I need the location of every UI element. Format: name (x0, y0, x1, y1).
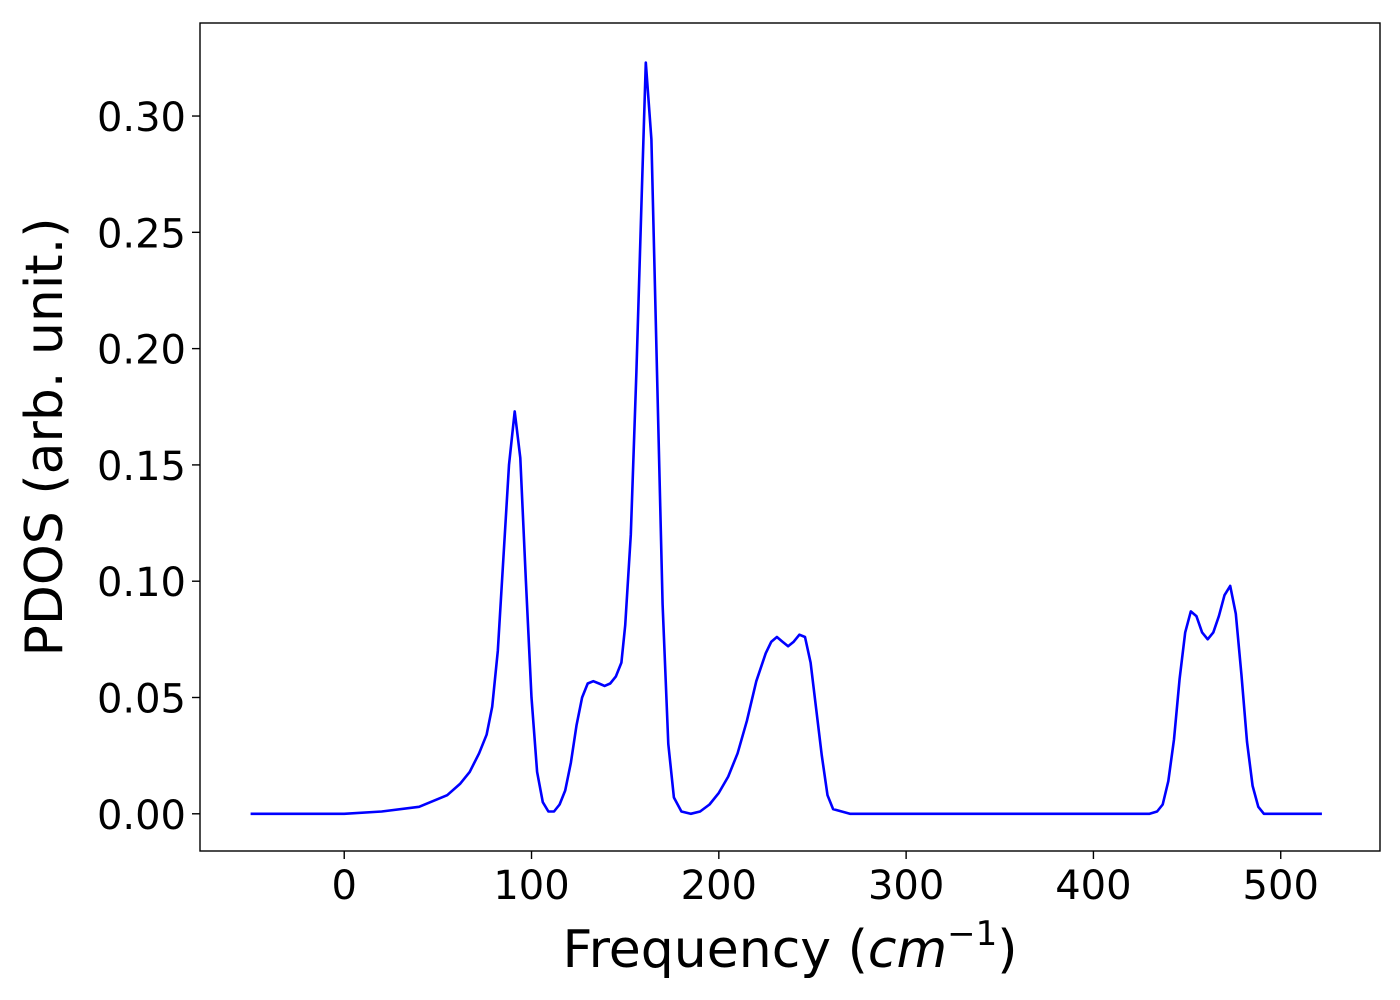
y-axis-label: PDOS (arb. unit.) (15, 217, 75, 656)
x-axis-label-exponent: −1 (947, 914, 997, 954)
plot-area-frame (199, 22, 1381, 852)
x-tick-label: 500 (1243, 863, 1319, 909)
x-tick-label: 300 (868, 863, 944, 909)
x-tick-label: 200 (681, 863, 757, 909)
x-axis-ticks: 0 100 200 300 400 500 (331, 851, 1319, 909)
y-tick-label: 0.30 (97, 95, 186, 141)
x-tick-label: 100 (493, 863, 569, 909)
y-tick-label: 0.25 (97, 211, 186, 257)
y-axis-ticks: 0.00 0.05 0.10 0.15 0.20 0.25 0.30 (97, 95, 200, 839)
series-group (250, 61, 1322, 816)
y-tick-label: 0.10 (97, 560, 186, 606)
x-axis-label-unit: cm (868, 920, 947, 980)
x-axis-label-close: ) (997, 920, 1017, 980)
y-tick-label: 0.00 (97, 793, 186, 839)
x-tick-label: 400 (1055, 863, 1131, 909)
x-tick-label: 0 (331, 863, 356, 909)
y-tick-label: 0.20 (97, 328, 186, 374)
x-axis-label-text: Frequency ( (562, 920, 867, 980)
y-tick-label: 0.15 (97, 444, 186, 490)
x-axis-label: Frequency (cm−1) (562, 914, 1017, 980)
y-tick-label: 0.05 (97, 676, 186, 722)
series-line-0 (250, 61, 1322, 816)
